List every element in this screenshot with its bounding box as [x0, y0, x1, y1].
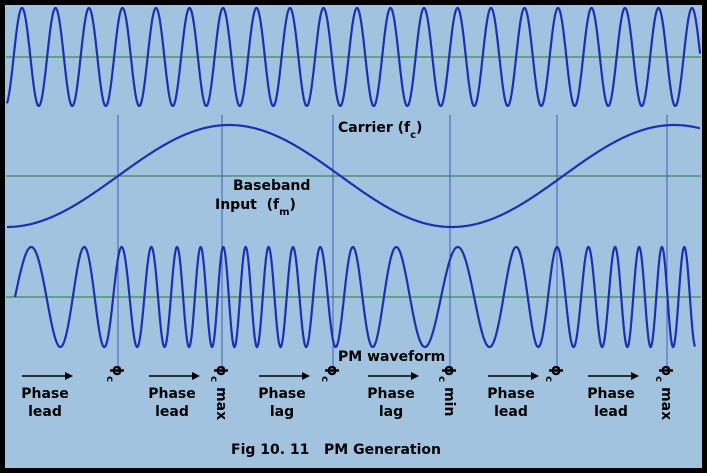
- guides: [5, 6, 702, 370]
- arrow-head: [302, 372, 310, 380]
- phase-direction: lead: [594, 404, 628, 420]
- marker-symbol: ϕ: [324, 365, 340, 376]
- marker-sub: c: [437, 376, 448, 382]
- pm-label: PM waveform: [338, 349, 445, 365]
- carrier-sub: c: [410, 130, 416, 141]
- marker-sub: c: [544, 376, 555, 382]
- phase-direction: lead: [155, 404, 189, 420]
- phase-direction: lead: [494, 404, 528, 420]
- carrier-text: Carrier (f: [338, 120, 411, 136]
- phase-marker: ϕc max: [654, 365, 675, 420]
- phase-marker: ϕc max: [209, 365, 230, 420]
- input-sub: m: [279, 207, 289, 218]
- phase-word: Phase: [21, 386, 69, 402]
- arrow-head: [192, 372, 200, 380]
- marker-symbol: ϕ: [658, 365, 674, 376]
- marker-sub: c: [105, 376, 116, 382]
- arrow-head: [631, 372, 639, 380]
- marker-sub: c: [209, 376, 220, 382]
- phase-word: Phase: [148, 386, 196, 402]
- caption: Fig 10. 11 PM Generation: [231, 442, 441, 458]
- phase-word: Phase: [587, 386, 635, 402]
- phase-word: Phase: [367, 386, 415, 402]
- phase-labels: Phase lead Phase lead Phase lag Phase lag Phase l…: [21, 365, 674, 420]
- marker-sub: c: [654, 376, 665, 382]
- marker-symbol: ϕ: [109, 365, 125, 376]
- carrier-wave: [5, 6, 702, 107]
- phase-word: Phase: [258, 386, 306, 402]
- marker-suffix: max: [213, 387, 229, 420]
- marker-suffix: min: [441, 387, 457, 416]
- arrow-head: [531, 372, 539, 380]
- carrier-label: Carrier (fc): [338, 120, 422, 141]
- arrow-head: [65, 372, 73, 380]
- arrow-head: [411, 372, 419, 380]
- marker-suffix: max: [658, 387, 674, 420]
- marker-sub: c: [320, 376, 331, 382]
- phase-direction: lag: [270, 404, 294, 420]
- marker-symbol: ϕ: [213, 365, 229, 376]
- phase-direction: lag: [379, 404, 403, 420]
- marker-symbol: ϕ: [441, 365, 457, 376]
- input-close: ): [290, 197, 296, 213]
- baseband-input: Input (fm): [215, 197, 296, 218]
- pm-wave: [13, 245, 697, 349]
- phase-marker: ϕc: [320, 365, 341, 382]
- phase-marker: ϕc: [105, 365, 126, 382]
- phase-marker: ϕc min: [437, 365, 458, 416]
- carrier-close: ): [416, 120, 422, 136]
- baseband-label: Baseband: [233, 178, 310, 194]
- background: [5, 5, 702, 468]
- phase-word: Phase: [487, 386, 535, 402]
- phase-marker: ϕc: [544, 365, 565, 382]
- baseband-wave: [7, 123, 701, 229]
- marker-symbol: ϕ: [548, 365, 564, 376]
- phase-direction: lead: [28, 404, 62, 420]
- input-text: Input (f: [215, 197, 280, 213]
